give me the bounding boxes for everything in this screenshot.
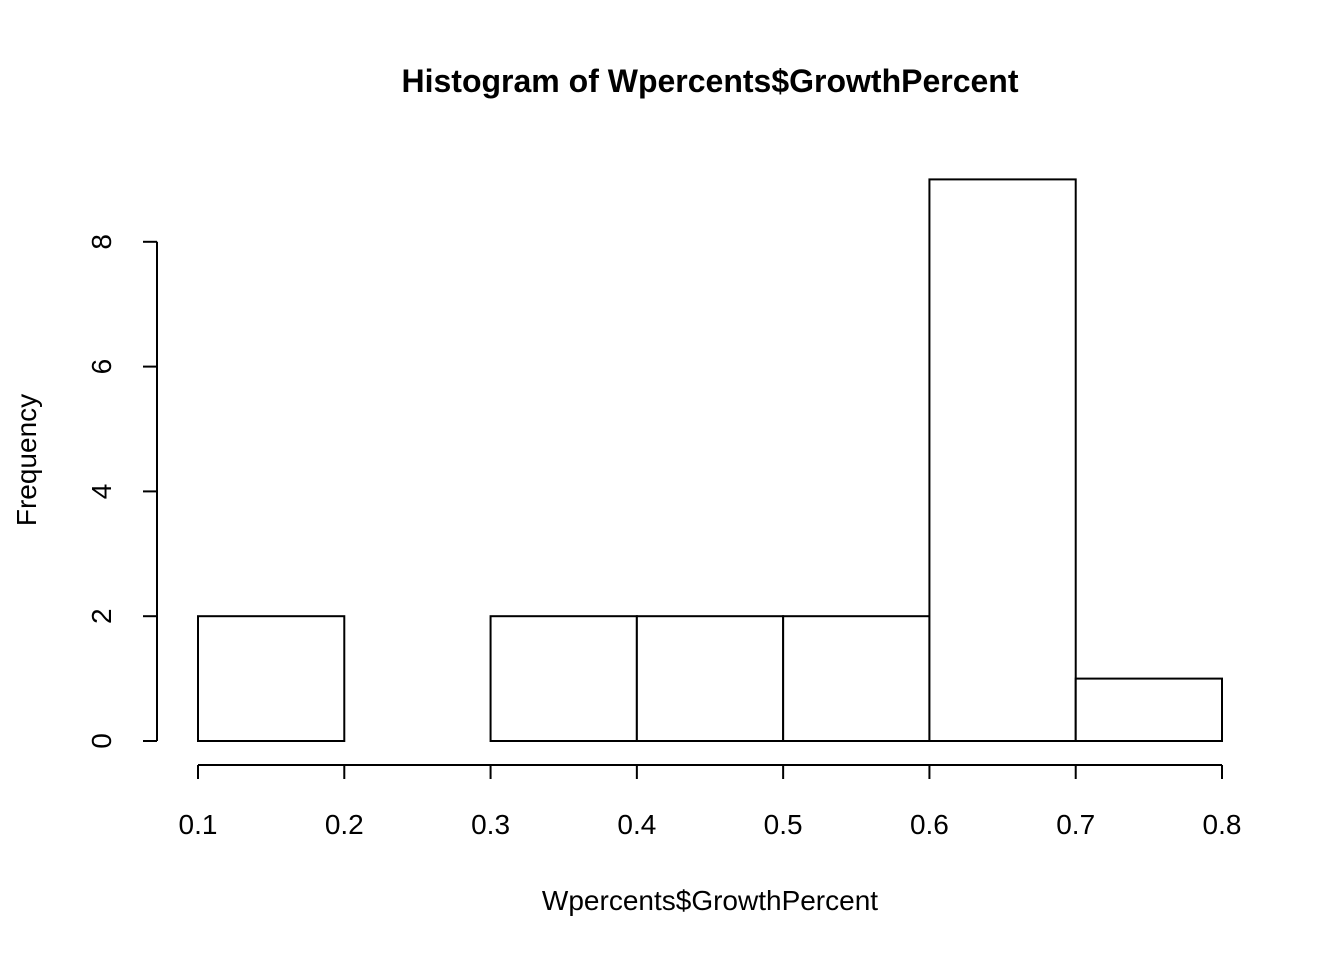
histogram-bar-5 [928, 178, 1077, 742]
histogram-bar-0 [197, 615, 346, 743]
y-tick-label: 4 [86, 484, 117, 500]
y-axis-title: Frequency [11, 394, 42, 526]
y-tick-label: 0 [86, 733, 117, 749]
x-tick-label: 0.7 [1056, 809, 1095, 840]
histogram-bar-3 [635, 615, 785, 743]
x-tick-label: 0.4 [617, 809, 656, 840]
histogram-bar-4 [782, 615, 931, 743]
histogram-bars [197, 178, 1223, 743]
y-tick-label: 8 [86, 234, 117, 250]
y-tick-label: 2 [86, 608, 117, 624]
x-tick-label: 0.8 [1203, 809, 1242, 840]
x-tick-label: 0.2 [325, 809, 364, 840]
x-tick-label: 0.3 [471, 809, 510, 840]
x-axis-title: Wpercents$GrowthPercent [542, 885, 878, 916]
chart-title: Histogram of Wpercents$GrowthPercent [402, 63, 1019, 99]
histogram-bar-6 [1074, 677, 1223, 742]
x-tick-label: 0.6 [910, 809, 949, 840]
x-tick-label: 0.1 [179, 809, 218, 840]
y-axis: 0 2 4 6 8 [86, 234, 158, 749]
histogram-bar-2 [489, 615, 638, 743]
x-tick-label: 0.5 [764, 809, 803, 840]
y-tick-label: 6 [86, 359, 117, 375]
x-axis: 0.1 0.2 0.3 0.4 0.5 0.6 0.7 0.8 [179, 764, 1242, 840]
